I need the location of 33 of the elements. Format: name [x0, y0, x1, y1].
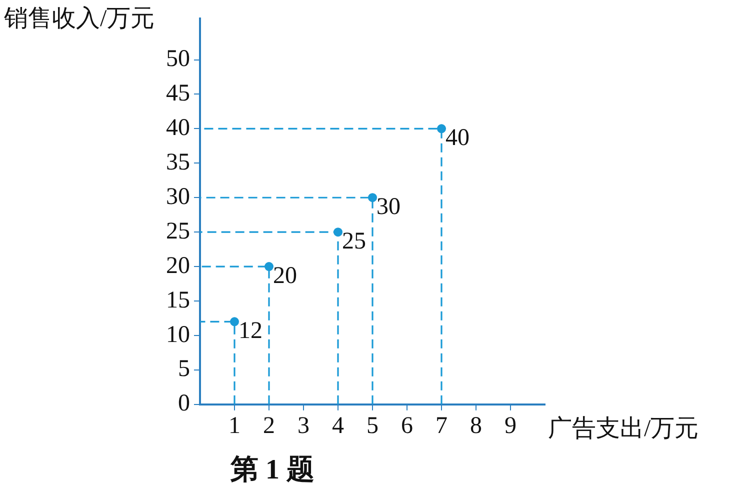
y-tick-label: 25	[166, 218, 190, 244]
point	[264, 262, 274, 272]
data-label: 25	[342, 228, 366, 254]
point	[437, 124, 446, 134]
x-tick-label: 4	[332, 413, 344, 440]
x-tick-label: 8	[470, 413, 482, 440]
x-tick-label: 2	[263, 413, 275, 440]
point	[230, 317, 239, 326]
text: 第 1 题	[230, 454, 314, 486]
x-tick-label: 3	[298, 413, 310, 440]
y-tick-label: 30	[166, 184, 190, 210]
y-tick-label: 40	[166, 114, 190, 141]
data-label: 40	[446, 124, 470, 151]
point	[334, 228, 342, 237]
y-axis-title: 销售收入/万元	[4, 5, 155, 34]
y-tick-label: 35	[166, 149, 190, 176]
x-tick-label: 6	[401, 413, 413, 440]
y-tick-label: 20	[166, 252, 190, 279]
x-tick-label: 5	[366, 413, 378, 440]
y-tick-label: 0	[178, 390, 190, 417]
point	[368, 193, 377, 202]
x-axis-title: 广告支出/万元	[548, 414, 699, 444]
x-tick-label: 7	[436, 413, 448, 440]
y-tick-label: 5	[178, 356, 190, 382]
y-tick-label: 10	[166, 322, 190, 348]
data-label: 12	[238, 318, 262, 344]
data-label: 30	[376, 194, 400, 220]
y-tick-label: 15	[166, 287, 190, 314]
x-tick-label: 9	[504, 413, 516, 440]
x-tick-label: 1	[228, 413, 240, 440]
data-label: 20	[273, 262, 297, 289]
y-tick-label: 50	[166, 46, 190, 72]
y-tick-label: 45	[166, 80, 190, 107]
